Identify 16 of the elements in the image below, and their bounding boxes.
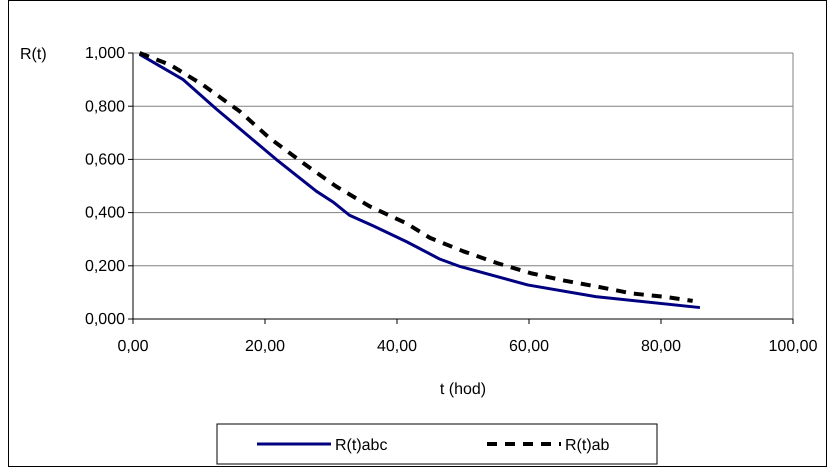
x-axis-title: t (hod)	[440, 381, 486, 398]
x-tick-label: 100,00	[768, 338, 818, 355]
x-tick-label: 80,00	[640, 338, 682, 355]
y-axis-title: R(t)	[20, 46, 47, 63]
legend-label: R(t)abc	[335, 437, 388, 454]
y-tick-label: 0,800	[84, 98, 126, 116]
y-tick-label: 0,400	[84, 204, 126, 222]
x-tick-label: 40,00	[376, 338, 418, 355]
y-tick-label: 0,600	[84, 152, 126, 169]
x-tick-label: 20,00	[244, 338, 286, 355]
y-tick-label: 0,200	[84, 258, 126, 275]
x-tick-label: 0,00	[117, 338, 149, 355]
x-tick-label: 60,00	[508, 338, 550, 355]
y-tick-label: 1,000	[84, 45, 126, 62]
y-tick-label: 0,000	[84, 311, 126, 328]
legend-label: R(t)ab	[565, 437, 610, 454]
